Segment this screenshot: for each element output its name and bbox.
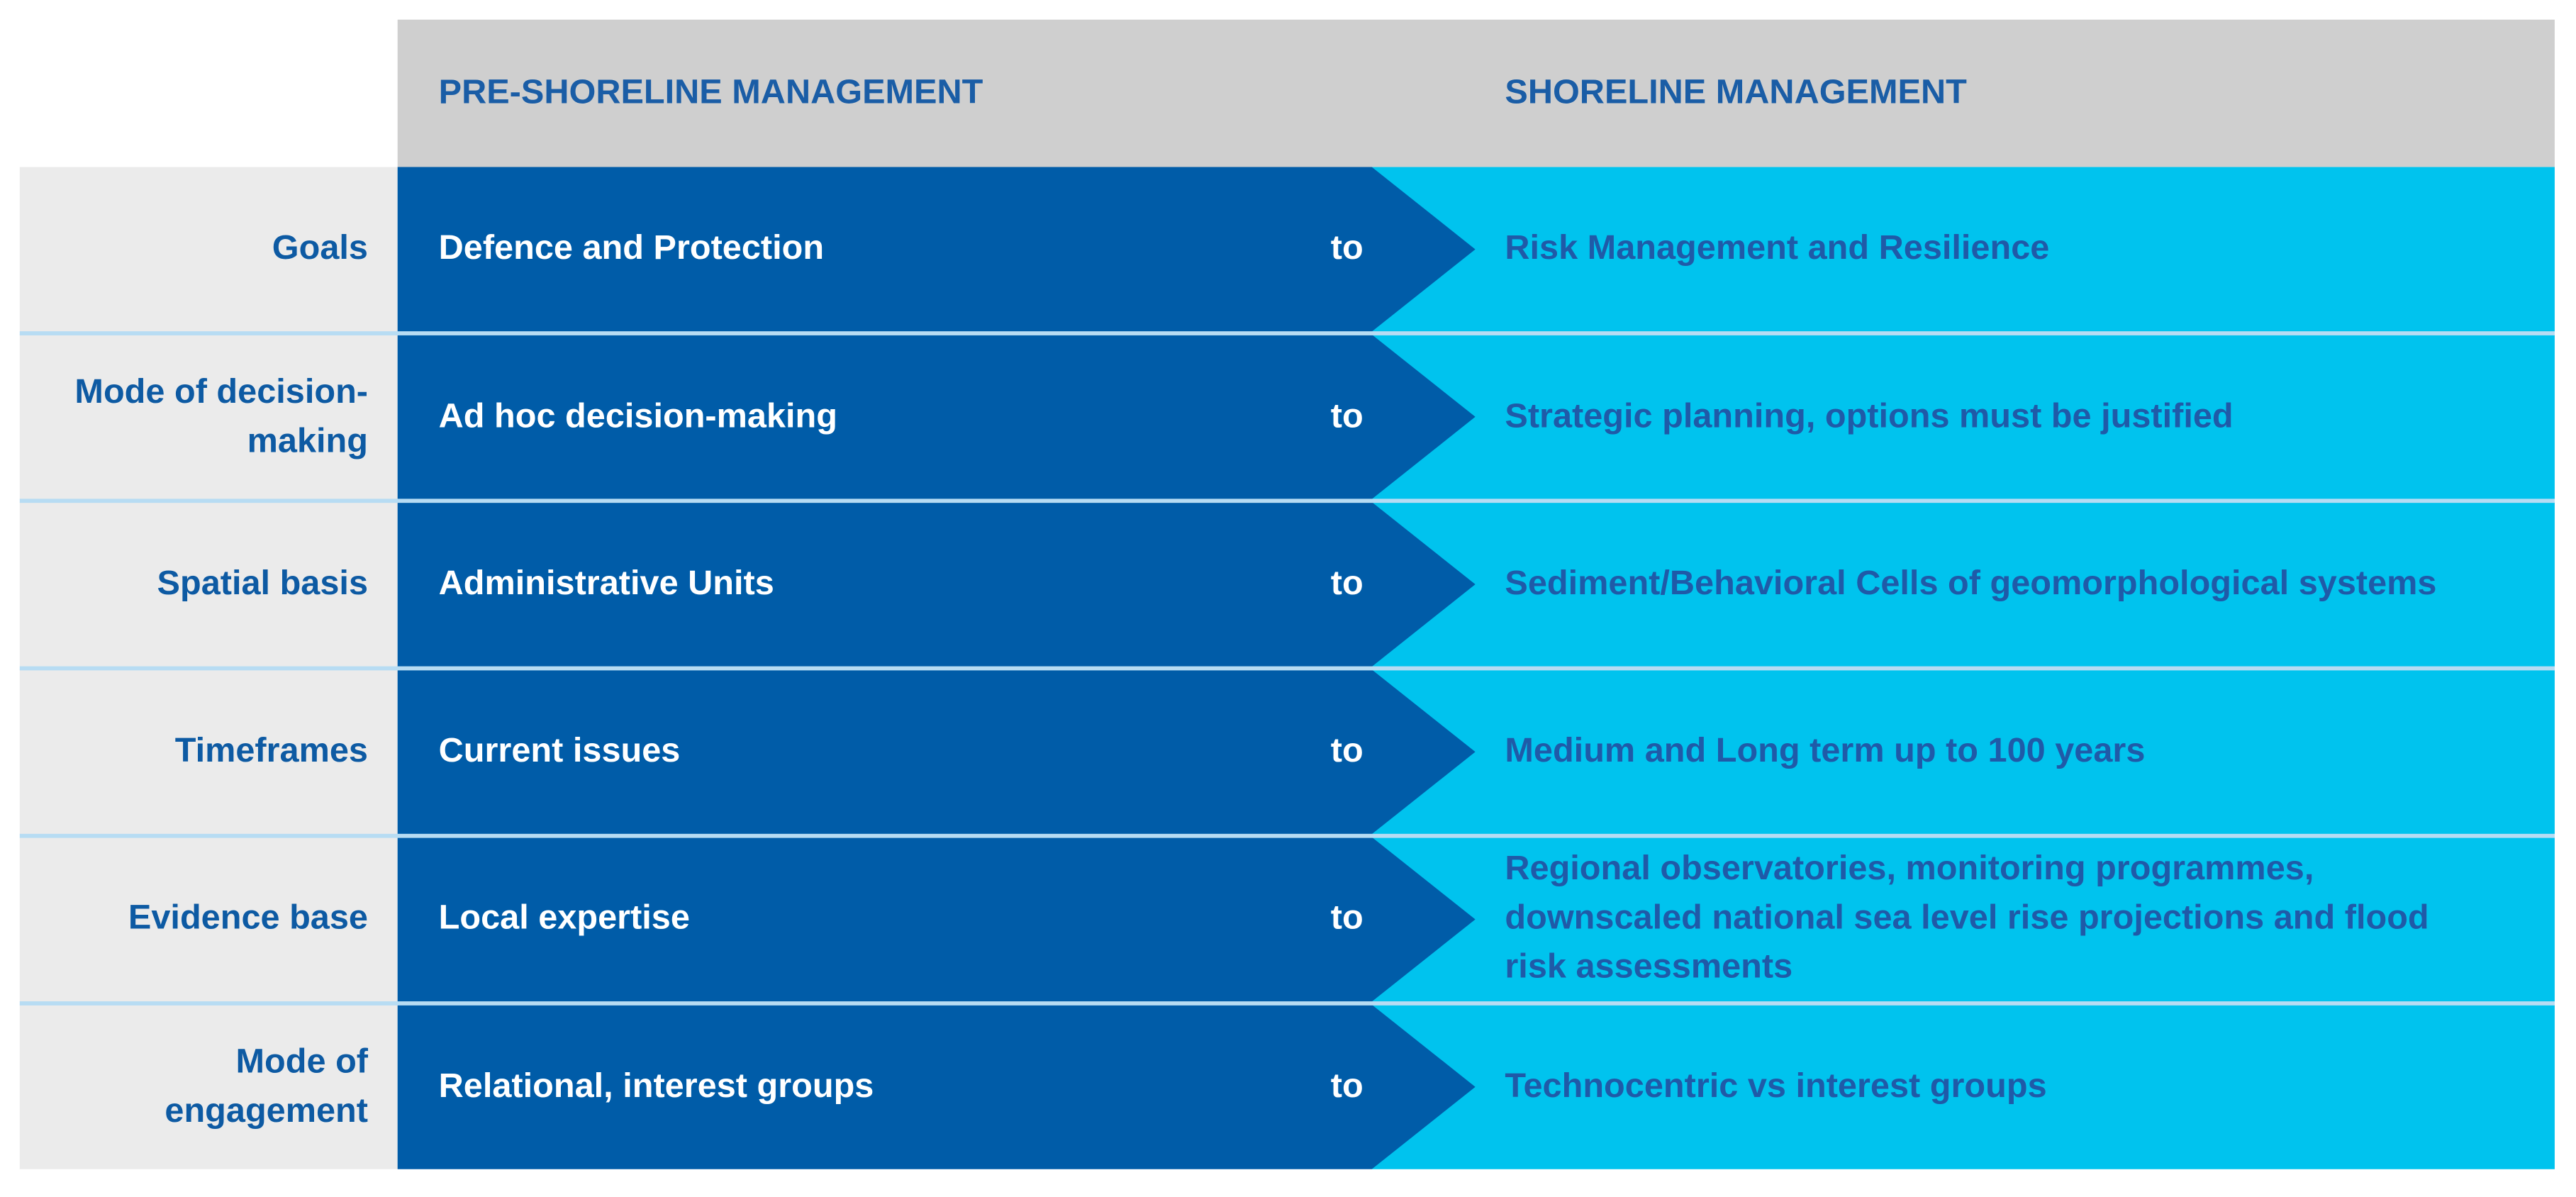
label-cell <box>19 502 398 667</box>
to-value: Strategic planning, options must be just… <box>1505 397 2234 435</box>
from-value: Defence and Protection <box>438 229 825 267</box>
label-cell <box>19 334 398 499</box>
to-value: Regional observatories, monitoring progr… <box>1505 850 2429 987</box>
header-band <box>397 19 2555 167</box>
target-cell <box>1371 502 2555 667</box>
row-label: Spatial basis <box>157 564 369 603</box>
row-label: Goals <box>272 229 369 267</box>
target-cell <box>1371 669 2555 835</box>
to-value: Medium and Long term up to 100 years <box>1505 732 2146 770</box>
arrow-cell <box>397 669 1476 835</box>
row-label: Evidence base <box>128 899 369 937</box>
row-label: Mode of engagement <box>165 1042 369 1130</box>
row-separator <box>19 833 2555 838</box>
from-value: Local expertise <box>438 899 690 937</box>
connector: to <box>1330 899 1364 937</box>
connector: to <box>1330 229 1364 267</box>
arrow-cell <box>397 167 1476 332</box>
label-cell <box>19 1004 398 1169</box>
label-cell <box>19 837 398 1002</box>
label-cell <box>19 669 398 835</box>
connector: to <box>1330 732 1364 770</box>
connector: to <box>1330 564 1364 603</box>
label-cell <box>19 167 398 332</box>
row-label: Mode of decision-making <box>74 372 369 460</box>
from-value: Administrative Units <box>438 564 774 603</box>
target-cell <box>1371 837 2555 1002</box>
to-value: Risk Management and Resilience <box>1505 229 2050 267</box>
to-value: Sediment/Behavioral Cells of geomorpholo… <box>1505 564 2437 603</box>
to-value: Technocentric vs interest groups <box>1505 1067 2047 1106</box>
arrow-cell <box>397 1004 1476 1169</box>
row-separator <box>19 1001 2555 1006</box>
target-cell <box>1371 334 2555 499</box>
row-label: Timeframes <box>174 732 369 770</box>
target-cell <box>1371 1004 2555 1169</box>
row-separator <box>19 331 2555 335</box>
arrow-cell <box>397 837 1476 1002</box>
column-header: PRE-SHORELINE MANAGEMENT <box>438 73 983 112</box>
row-separator <box>19 666 2555 671</box>
connector: to <box>1330 397 1364 435</box>
arrow-cell <box>397 502 1476 667</box>
column-header: SHORELINE MANAGEMENT <box>1505 73 1967 112</box>
from-value: Ad hoc decision-making <box>438 397 837 435</box>
arrow-cell <box>397 334 1476 499</box>
target-cell <box>1371 167 2555 332</box>
from-value: Relational, interest groups <box>438 1067 874 1106</box>
connector: to <box>1330 1067 1364 1106</box>
from-value: Current issues <box>438 732 681 770</box>
row-separator <box>19 499 2555 503</box>
